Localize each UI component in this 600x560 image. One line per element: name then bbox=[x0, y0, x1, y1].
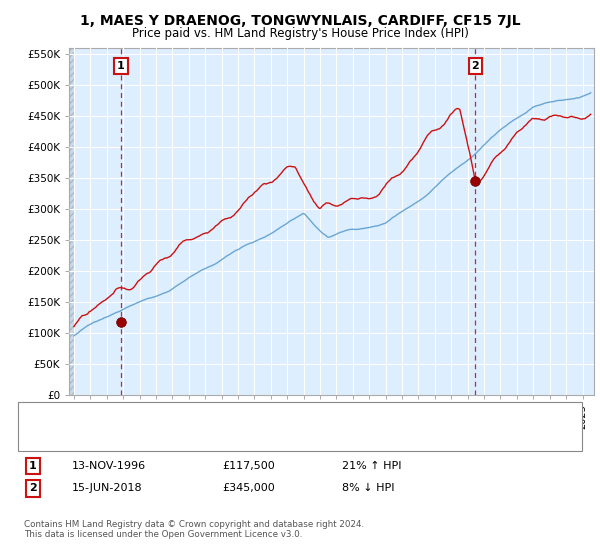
Text: 1, MAES Y DRAENOG, TONGWYNLAIS, CARDIFF, CF15 7JL (detached house): 1, MAES Y DRAENOG, TONGWYNLAIS, CARDIFF,… bbox=[69, 409, 442, 419]
Text: 1: 1 bbox=[117, 61, 125, 71]
Text: 15-JUN-2018: 15-JUN-2018 bbox=[72, 483, 143, 493]
Text: 2: 2 bbox=[29, 483, 37, 493]
Text: £117,500: £117,500 bbox=[222, 461, 275, 471]
Text: 8% ↓ HPI: 8% ↓ HPI bbox=[342, 483, 395, 493]
Text: Price paid vs. HM Land Registry's House Price Index (HPI): Price paid vs. HM Land Registry's House … bbox=[131, 27, 469, 40]
Text: 2: 2 bbox=[472, 61, 479, 71]
Text: £345,000: £345,000 bbox=[222, 483, 275, 493]
Text: 1: 1 bbox=[29, 461, 37, 471]
Text: Contains HM Land Registry data © Crown copyright and database right 2024.
This d: Contains HM Land Registry data © Crown c… bbox=[24, 520, 364, 539]
Text: 21% ↑ HPI: 21% ↑ HPI bbox=[342, 461, 401, 471]
Bar bbox=[69, 48, 74, 395]
Text: HPI: Average price, detached house, Cardiff: HPI: Average price, detached house, Card… bbox=[69, 433, 287, 443]
Text: 1, MAES Y DRAENOG, TONGWYNLAIS, CARDIFF, CF15 7JL: 1, MAES Y DRAENOG, TONGWYNLAIS, CARDIFF,… bbox=[80, 14, 520, 28]
Text: 13-NOV-1996: 13-NOV-1996 bbox=[72, 461, 146, 471]
